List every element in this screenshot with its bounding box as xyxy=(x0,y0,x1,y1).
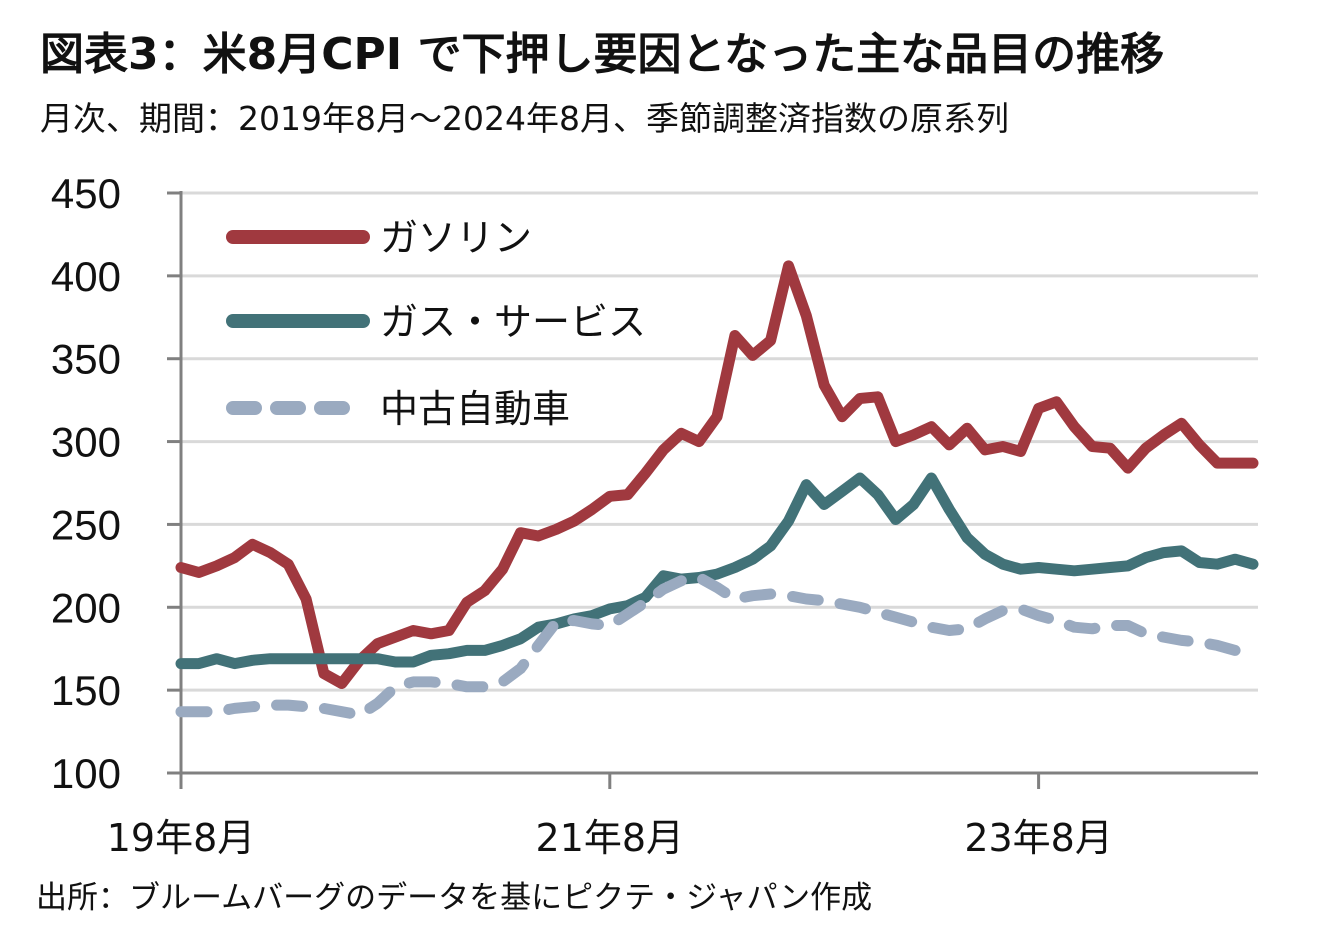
y-axis-ticks: 100 150 200 250 300 350 400 450 xyxy=(51,170,181,797)
chart-subtitle: 月次、期間：2019年8月～2024年8月、季節調整済指数の原系列 xyxy=(40,99,1009,138)
series-lines xyxy=(175,260,1259,721)
y-tick-label-100: 100 xyxy=(51,750,121,797)
source-note: 出所：ブルームバーグのデータを基にピクテ・ジャパン作成 xyxy=(36,880,873,916)
series-line-0 xyxy=(175,260,1259,689)
legend-label-0: ガソリン xyxy=(380,216,532,260)
axes xyxy=(167,191,1258,785)
legend-label-1: ガス・サービス xyxy=(380,300,646,344)
y-tick-label-250: 250 xyxy=(51,501,121,548)
y-tick-label-400: 400 xyxy=(51,253,121,300)
y-tick-label-450: 450 xyxy=(51,170,121,217)
y-tick-label-200: 200 xyxy=(51,584,121,631)
legend-label-2: 中古自動車 xyxy=(380,387,570,431)
y-tick-label-350: 350 xyxy=(51,336,121,383)
x-tick-label-48: 23年8月 xyxy=(964,816,1113,860)
series-line-1 xyxy=(175,472,1259,670)
y-tick-label-150: 150 xyxy=(51,667,121,714)
x-tick-label-0: 19年8月 xyxy=(107,816,256,860)
y-tick-label-300: 300 xyxy=(51,419,121,466)
series-line-2 xyxy=(175,572,1259,721)
chart-title: 図表3：米8月CPI で下押し要因となった主な品目の推移 xyxy=(40,29,1165,80)
x-axis-ticks: 19年8月 21年8月 23年8月 xyxy=(107,773,1113,860)
x-tick-label-24: 21年8月 xyxy=(536,816,685,860)
gridlines xyxy=(181,191,1258,692)
